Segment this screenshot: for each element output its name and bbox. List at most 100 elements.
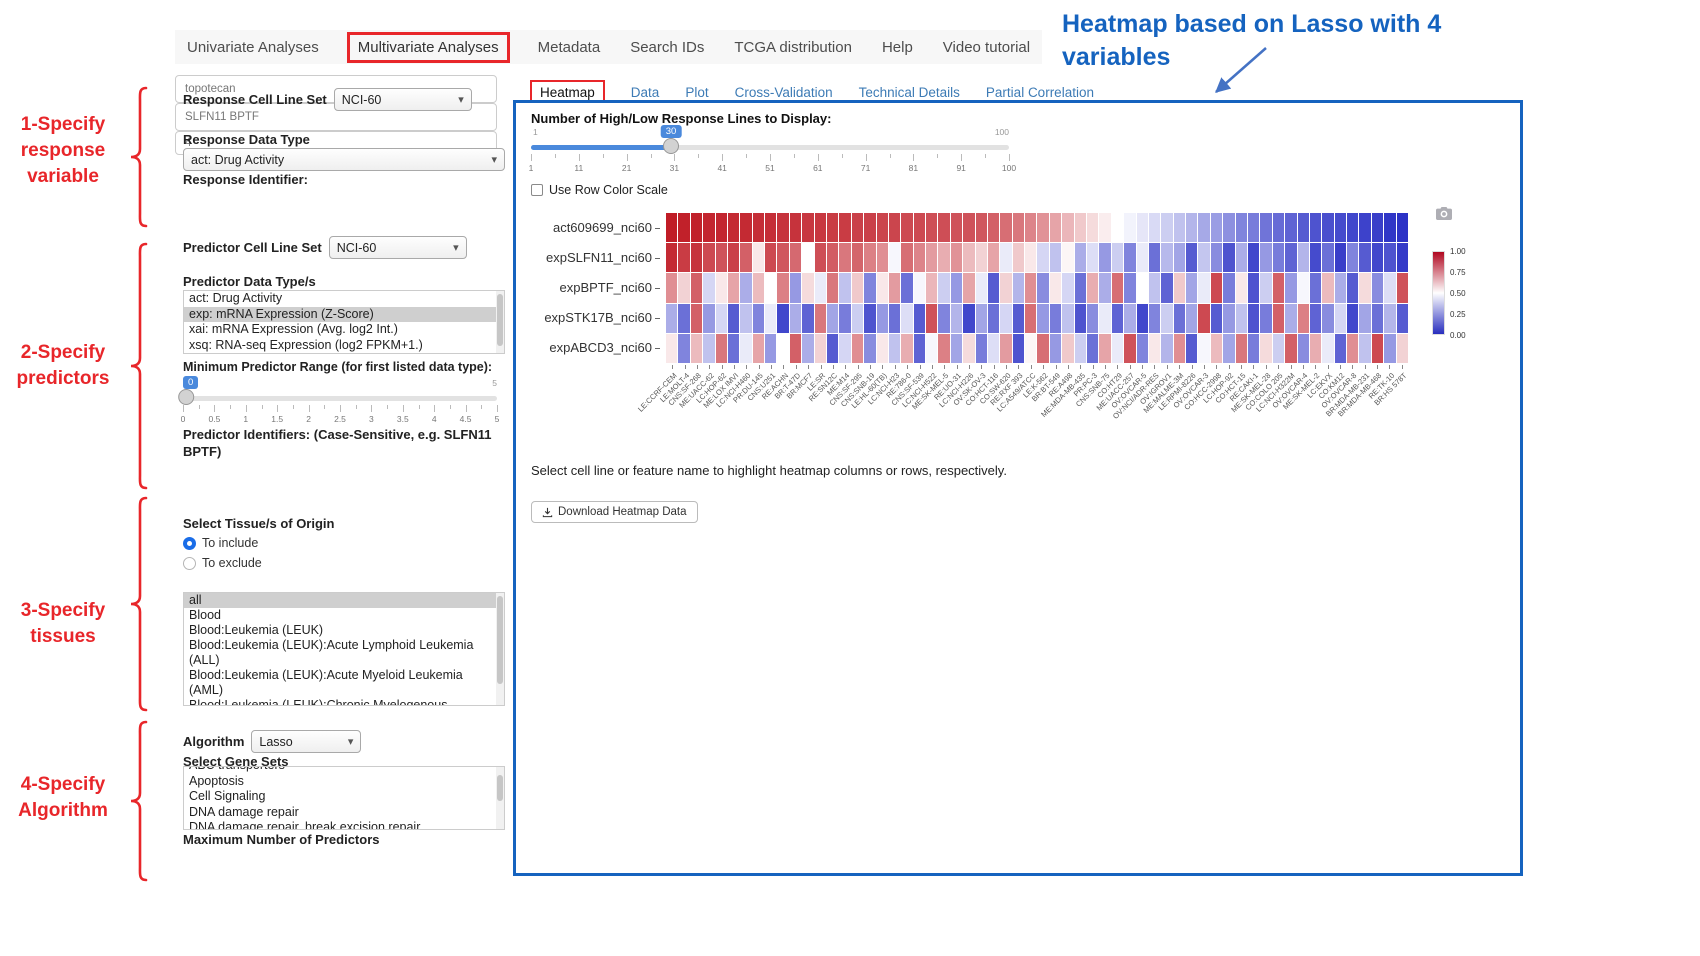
option-xsq-rna-seq-expression-log2-fpkm-1[interactable]: xsq: RNA-seq Expression (log2 FPKM+1.) <box>189 337 423 352</box>
heatmap-cell <box>826 333 839 363</box>
heatmap-cell <box>1161 273 1173 303</box>
heatmap-hint: Select cell line or feature name to high… <box>531 463 1007 478</box>
heatmap-cell <box>1049 333 1062 363</box>
option-exp-mrna-expression-z-score[interactable]: exp: mRNA Expression (Z-Score) <box>184 306 504 322</box>
predictor-data-types-list[interactable]: act: Drug Activity exp: mRNA Expression (… <box>183 290 505 354</box>
tissue-include-radio[interactable]: To include <box>183 536 258 550</box>
min-predictor-range-slider[interactable]: 5 0 0 0.5 1 1.5 2 2.5 3 3.5 4 4.5 5 <box>178 376 499 424</box>
heatmap-row-label-act609699-nci60[interactable]: act609699_nci60 <box>516 213 662 243</box>
download-icon <box>542 507 553 517</box>
row-color-scale-checkbox[interactable]: Use Row Color Scale <box>531 183 668 197</box>
heatmap-cell <box>1049 243 1062 273</box>
nav-item-metadata[interactable]: Metadata <box>537 38 601 56</box>
slider-track[interactable] <box>183 396 497 401</box>
camera-icon[interactable] <box>1436 207 1452 225</box>
heatmap-cell <box>901 273 913 303</box>
slider-track[interactable] <box>531 145 1009 150</box>
nav-item-univariate-analyses[interactable]: Univariate Analyses <box>187 38 319 56</box>
slider-tick <box>961 154 963 161</box>
column-tick <box>1006 365 1008 369</box>
radio-unselected-icon[interactable] <box>183 556 196 570</box>
option-blood-leukemia-leuk-acute-lymphoid-leukemia-all[interactable]: Blood:Leukemia (LEUK):Acute Lymphoid Leu… <box>189 638 474 667</box>
response-data-type-value: act: Drug Activity <box>191 152 285 167</box>
option-cell-signaling[interactable]: Cell Signaling <box>189 789 266 803</box>
heatmap-row-label-expabcd3-nci60[interactable]: expABCD3_nci60 <box>516 333 662 363</box>
slider-grid: 0 0.5 1 1.5 2 2.5 3 3.5 4 4.5 5 <box>181 405 499 424</box>
option-abc-transporters[interactable]: ABC transporters <box>184 767 504 774</box>
heatmap-cell <box>690 243 703 273</box>
column-tick <box>907 365 909 369</box>
heatmap-cell <box>802 243 814 273</box>
tissue-exclude-radio[interactable]: To exclude <box>183 556 262 570</box>
heatmap-cell <box>851 303 864 333</box>
heatmap-cell <box>1396 273 1408 303</box>
column-tick <box>1117 365 1119 369</box>
scrollbar[interactable] <box>496 593 504 705</box>
predictor-cell-line-set-select[interactable]: NCI-60 ▾ <box>328 236 467 259</box>
heatmap-cell <box>690 333 703 363</box>
option-apoptosis[interactable]: Apoptosis <box>189 773 244 788</box>
heatmap-cell <box>1285 213 1297 243</box>
tissue-origin-list[interactable]: all Blood Blood:Leukemia (LEUK) Blood:Leuke… <box>183 592 505 706</box>
heatmap-cell <box>864 273 876 303</box>
heatmap-cell <box>1248 333 1260 363</box>
nav-item-tcga-distribution[interactable]: TCGA distribution <box>734 38 852 56</box>
slider-tick <box>937 154 939 158</box>
heatmap-cells[interactable] <box>666 213 1408 363</box>
nav-item-video-tutorial[interactable]: Video tutorial <box>942 38 1031 56</box>
heatmap-cell <box>1111 303 1124 333</box>
slider-handle[interactable] <box>663 138 680 154</box>
heatmap-cell <box>851 213 864 243</box>
option-blood-leukemia-leuk[interactable]: Blood:Leukemia (LEUK) <box>189 623 324 637</box>
heatmap-cell <box>678 213 690 243</box>
heatmap-cell <box>876 213 888 243</box>
nav-item-help[interactable]: Help <box>881 38 913 56</box>
heatmap-cell <box>1235 213 1248 243</box>
option-dna-damage-repair[interactable]: DNA damage repair <box>189 804 299 819</box>
heatmap-row-label-expbptf-nci60[interactable]: expBPTF_nci60 <box>516 273 662 303</box>
heatmap-row-label-expslfn11-nci60[interactable]: expSLFN11_nci60 <box>516 243 662 273</box>
download-heatmap-data-button[interactable]: Download Heatmap Data <box>531 501 698 523</box>
heatmap-cell <box>1285 303 1297 333</box>
nav-item-multivariate-analyses[interactable]: Multivariate Analyses <box>346 31 510 63</box>
column-tick <box>1228 365 1230 369</box>
option-blood-leukemia-leuk-acute-myeloid-leukemia-aml[interactable]: Blood:Leukemia (LEUK):Acute Myeloid Leuk… <box>189 668 463 697</box>
heatmap-cell <box>1309 273 1322 303</box>
heatmap-cell <box>1062 273 1074 303</box>
option-all[interactable]: all <box>184 593 504 608</box>
column-tick <box>1352 365 1354 369</box>
heatmap-cell <box>1347 213 1359 243</box>
option-xai-mrna-expression-avg-log2-int[interactable]: xai: mRNA Expression (Avg. log2 Int.) <box>189 322 398 336</box>
heatmap-cell <box>740 303 752 333</box>
radio-selected-icon[interactable] <box>183 536 196 550</box>
algorithm-select[interactable]: Lasso ▾ <box>251 730 362 753</box>
response-data-type-select[interactable]: act: Drug Activity ▾ <box>183 148 505 171</box>
checkbox-unchecked-icon[interactable] <box>531 184 543 196</box>
display-lines-slider[interactable]: 1 100 30 1 11 21 31 41 51 61 71 81 91 100 <box>529 125 1016 173</box>
heatmap-cell <box>1136 243 1148 273</box>
slider-tick <box>674 154 676 161</box>
column-tick <box>672 365 674 369</box>
response-cell-line-set-select[interactable]: NCI-60 ▾ <box>333 88 472 111</box>
column-tick <box>1129 365 1131 369</box>
nav-item-search-ids[interactable]: Search IDs <box>630 38 705 56</box>
heatmap-cell <box>765 303 777 333</box>
gene-sets-list[interactable]: ABC transportersApoptosisCell SignalingD… <box>183 766 505 830</box>
heatmap-row-label-expstk17b-nci60[interactable]: expSTK17B_nci60 <box>516 303 662 333</box>
heatmap-cell <box>826 273 839 303</box>
option-blood[interactable]: Blood <box>189 608 221 622</box>
option-act-drug-activity[interactable]: act: Drug Activity <box>189 291 283 305</box>
scrollbar[interactable] <box>496 291 504 353</box>
heatmap-cell <box>752 243 765 273</box>
option-blood-leukemia-leuk-chronic-myelogenous-leukemia-cml[interactable]: Blood:Leukemia (LEUK):Chronic Myelogenou… <box>189 698 448 706</box>
heatmap-cell <box>876 273 888 303</box>
scrollbar[interactable] <box>496 767 504 829</box>
tab-data[interactable]: Data <box>630 85 660 100</box>
heatmap-cell <box>1371 273 1384 303</box>
slider-handle[interactable] <box>178 389 195 405</box>
tab-technical-details[interactable]: Technical Details <box>858 85 960 100</box>
option-dna-damage-repair-break-excision-repair[interactable]: DNA damage repair, break excision repair <box>189 820 421 830</box>
tab-plot[interactable]: Plot <box>685 85 709 100</box>
tab-partial-correlation[interactable]: Partial Correlation <box>985 85 1094 100</box>
tab-cross-validation[interactable]: Cross-Validation <box>734 85 833 100</box>
